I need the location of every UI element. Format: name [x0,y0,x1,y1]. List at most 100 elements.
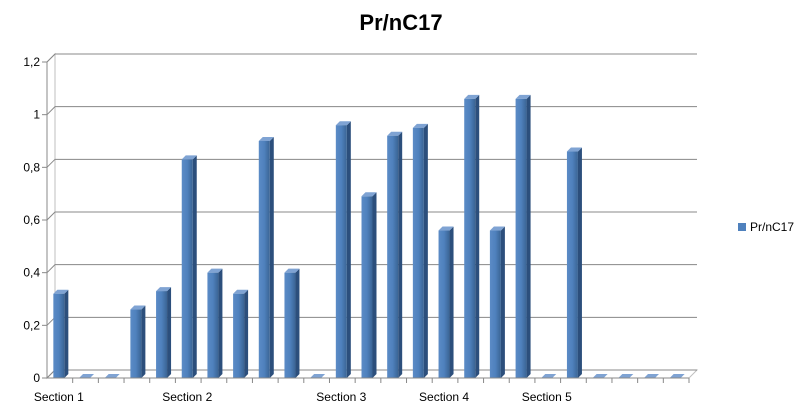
bar [79,374,95,378]
gridline [46,264,697,274]
bar-side [269,137,274,378]
legend-label: Pr/nC17 [750,220,794,234]
bar-top [335,121,351,126]
bar-front [233,293,245,378]
bar-top [361,192,377,197]
bar-top [233,289,249,294]
bar-front [284,272,296,378]
bar-side [475,94,480,378]
bar-side [295,268,300,378]
legend: Pr/nC17 [738,220,794,234]
bar-side [577,147,582,378]
bar [181,155,197,378]
bar-front [387,135,399,378]
bar [566,147,582,378]
bar [130,305,146,378]
bar-top [284,268,300,273]
bar-top [412,123,428,128]
bar [156,287,172,378]
bar [464,94,480,378]
bar-front [335,125,347,378]
x-tick-label: Section 5 [522,390,572,404]
bar [53,289,69,378]
bar-front [130,309,142,378]
bar-front [412,127,424,378]
bar-side [372,192,377,378]
bar-side [500,226,505,378]
bar-side [398,131,403,378]
y-tick-label: 1 [33,108,40,122]
bar-top [489,226,505,231]
bar-front [258,141,270,378]
bar-front [515,98,527,378]
bar [643,374,659,378]
bar-top [79,374,95,378]
bar-side [449,226,454,378]
bar-top [104,374,120,378]
bar-side [244,289,249,378]
bar-top [258,137,274,141]
bar-front [181,159,193,378]
gridline [46,158,697,168]
bar [335,121,351,378]
bar-top [618,374,634,378]
y-tick-label: 0,6 [23,213,40,227]
y-tick-label: 0,2 [23,318,40,332]
bar-front [489,230,501,378]
bar [104,374,120,378]
y-tick-label: 0,8 [23,160,40,174]
x-tick-label: Section 3 [316,390,366,404]
bar-side [64,289,69,378]
bar [669,374,685,378]
bar [515,94,531,378]
gridline [46,106,697,116]
x-tick-label: Section 1 [34,390,84,404]
bar [258,137,274,378]
bar [310,374,326,378]
bar-top [156,287,172,292]
y-tick-label: 0,4 [23,266,40,280]
bar-top [464,94,480,99]
bar [618,374,634,378]
bar-front [464,98,476,378]
bar [207,268,223,378]
bar-front [207,272,219,378]
bar-top [181,155,197,160]
bar-top [53,289,69,294]
y-tick-label: 0 [33,371,40,385]
bar [233,289,249,378]
bar-top [541,374,557,378]
x-tick-label: Section 2 [162,390,212,404]
bar-top [207,268,223,273]
bar [284,268,300,378]
bar-top [515,94,531,99]
bar [489,226,505,378]
bar-front [361,196,373,378]
bar-top [310,374,326,378]
chart-title: Pr/nC17 [359,10,443,35]
bar [361,192,377,378]
bar [592,374,608,378]
bar-top [669,374,685,378]
x-tick-label: Section 4 [419,390,469,404]
bar-top [592,374,608,378]
bar-side [526,94,531,378]
bar-front [53,293,65,378]
bar-side [218,268,223,378]
bar-side [423,123,428,378]
gridline [46,53,697,63]
bar [438,226,454,378]
y-tick-label: 1,2 [23,55,40,69]
bar-top [130,305,146,310]
gridline [46,211,697,221]
bar [412,123,428,378]
bar [541,374,557,378]
legend-swatch [738,223,746,231]
bar-front [566,151,578,378]
bar-top [438,226,454,231]
bar-side [192,155,197,378]
bar-front [438,230,450,378]
bar-top [643,374,659,378]
